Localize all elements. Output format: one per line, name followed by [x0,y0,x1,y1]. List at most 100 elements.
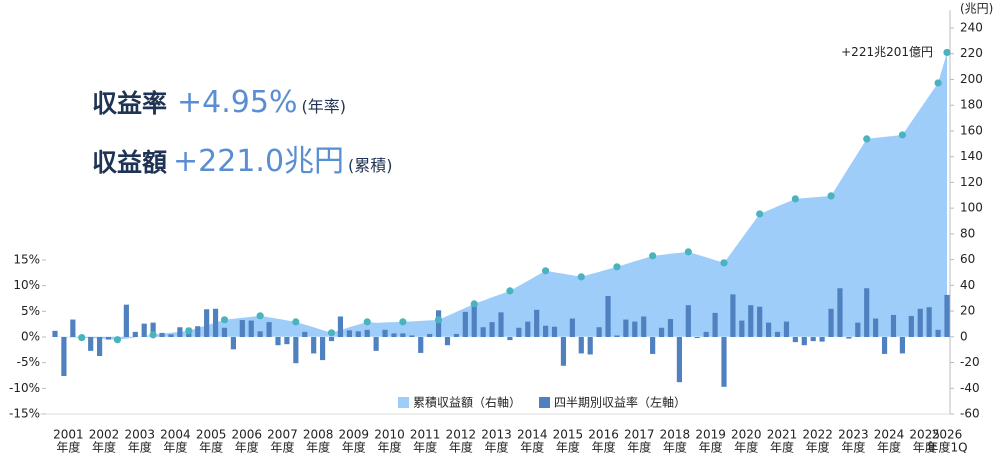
bar [70,319,76,337]
y-tick-label: -10% [9,381,40,395]
x-tick-label: 2007 [267,428,298,442]
bar [293,337,299,364]
bar [614,335,620,337]
bar [195,326,201,337]
bar [97,337,103,356]
x-tick-label: 2025 [909,428,940,442]
bar [489,322,495,337]
bar [685,305,691,337]
x-tick-label: 2001 [53,428,84,442]
x-tick-label: 2019 [695,428,726,442]
bar [320,337,326,361]
bar [658,327,665,337]
cumulative-marker [649,252,657,260]
x-tick-label: 年度 [306,440,330,455]
cumulative-marker [613,263,621,271]
x-tick-label: 年度 [841,440,865,455]
x-tick-label: 年度 [163,440,187,455]
bar [578,337,584,354]
x-tick-label: 2009 [339,428,370,442]
y2-tick-label: 140 [960,149,983,163]
x-tick-label: 2002 [89,428,120,442]
x-tick-label: 2026 [932,428,963,442]
y2-tick-label: 80 [960,226,975,240]
bar [239,320,245,337]
bar [498,312,504,337]
x-tick-label: 年度 [877,440,901,455]
bar [507,337,513,341]
bar [284,337,290,345]
y2-tick-label: 180 [960,98,983,112]
bar [801,337,807,346]
x-tick-label: 2013 [481,428,512,442]
bar [792,337,798,343]
bar [757,306,763,337]
bar [230,337,236,350]
x-tick-label: 年度 [734,440,758,455]
bar [480,327,486,337]
bar [141,323,147,337]
y-tick-label: -15% [9,407,40,421]
bar [257,331,263,337]
bar [641,316,647,337]
bar [123,304,129,337]
x-tick-label: 年度 [270,440,294,455]
bar [703,331,709,337]
x-tick-label: 2017 [624,428,655,442]
bar [605,295,611,337]
bar [204,309,210,337]
cumulative-marker [684,248,692,256]
x-tick-label: 年度 [913,440,937,455]
bar [364,329,370,337]
bar [159,332,165,337]
x-tick-label: 年度 [663,440,687,455]
bar [783,321,790,337]
cumulative-marker [943,48,951,57]
cumulative-marker [827,192,835,200]
x-tick-label: 年度1Q [926,440,967,455]
x-tick-label: 年度 [128,440,152,455]
bar [150,322,156,337]
cumulative-marker [863,135,871,143]
bar [177,327,183,337]
y-tick-label: 10% [13,278,40,292]
cumulative-marker [399,318,407,326]
x-tick-label: 年度 [413,440,437,455]
bar [355,331,361,337]
legend-swatch [398,397,409,408]
bar [837,288,843,337]
y2-tick-label: 220 [960,46,983,60]
y2-tick-label: 240 [960,21,983,35]
bar [373,337,379,351]
bar [587,337,593,355]
bar [748,305,754,337]
x-tick-label: 年度 [449,440,473,455]
rate-note: (年率) [301,97,346,116]
x-tick-label: 年度 [377,440,401,455]
y2-axis-label: (兆円) [960,2,993,16]
cumulative-marker [220,316,229,324]
bar [730,294,736,337]
y2-tick-label: 200 [960,72,983,86]
bar [302,331,308,337]
bar [346,330,352,337]
x-tick-label: 年度 [627,440,651,455]
x-tick-label: 2006 [232,428,263,442]
bar [435,310,442,337]
bar [248,320,254,337]
x-tick-label: 年度 [199,440,223,455]
rate-value: +4.95% [177,85,298,120]
cumulative-marker [149,331,157,339]
y-tick-label: -5% [17,355,40,369]
amount-note: (累積) [348,156,393,175]
bar [873,318,879,337]
x-tick-label: 2011 [410,428,441,442]
cumulative-marker [78,333,86,342]
bar [471,305,477,337]
annotation: +221兆201億円 [841,45,933,59]
y-tick-label: 0% [21,330,40,344]
x-tick-label: 2016 [588,428,619,442]
bar [88,337,94,351]
bar [418,337,424,353]
